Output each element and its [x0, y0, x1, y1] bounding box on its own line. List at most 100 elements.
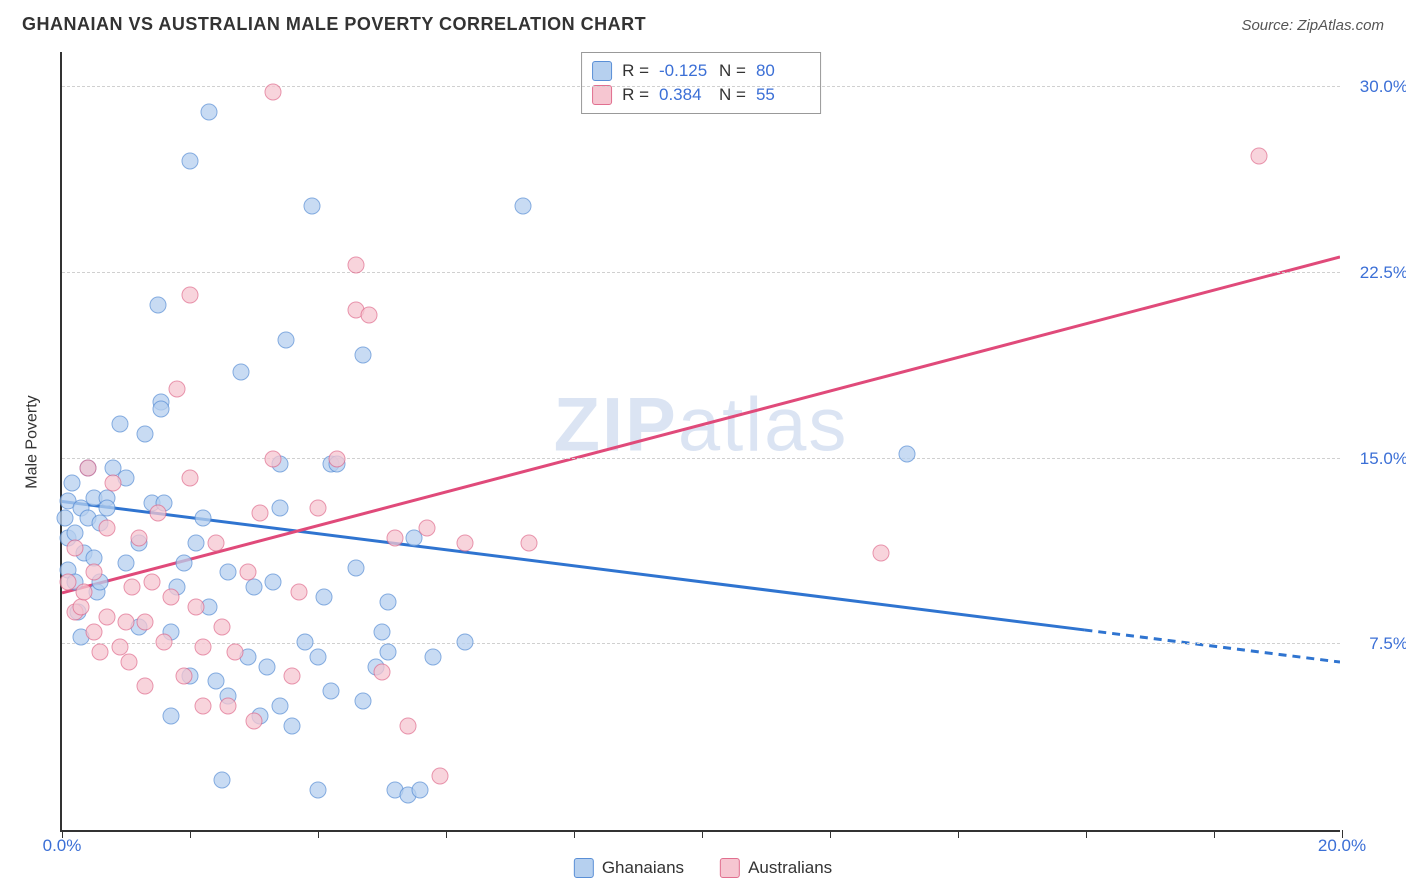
scatter-marker-ghanaians	[514, 198, 531, 215]
scatter-marker-australians	[252, 505, 269, 522]
scatter-marker-ghanaians	[98, 500, 115, 517]
scatter-marker-australians	[73, 599, 90, 616]
swatch-ghanaians	[592, 61, 612, 81]
scatter-marker-australians	[86, 564, 103, 581]
scatter-marker-australians	[86, 623, 103, 640]
scatter-marker-ghanaians	[63, 475, 80, 492]
scatter-marker-australians	[66, 539, 83, 556]
scatter-marker-ghanaians	[188, 534, 205, 551]
scatter-marker-australians	[60, 574, 77, 591]
scatter-marker-australians	[329, 450, 346, 467]
trend-line	[1084, 630, 1340, 662]
scatter-marker-australians	[214, 618, 231, 635]
x-tick-label: 0.0%	[43, 836, 82, 856]
scatter-marker-ghanaians	[310, 782, 327, 799]
scatter-marker-australians	[150, 505, 167, 522]
scatter-marker-australians	[310, 500, 327, 517]
gridline-h	[62, 272, 1340, 273]
scatter-marker-australians	[457, 534, 474, 551]
scatter-marker-ghanaians	[246, 579, 263, 596]
scatter-marker-australians	[207, 534, 224, 551]
y-tick-label: 30.0%	[1348, 77, 1406, 97]
scatter-marker-australians	[182, 470, 199, 487]
scatter-marker-ghanaians	[380, 594, 397, 611]
x-tick	[702, 830, 703, 838]
y-axis-label: Male Poverty	[24, 395, 42, 488]
r-value: -0.125	[659, 59, 709, 83]
scatter-marker-ghanaians	[111, 415, 128, 432]
scatter-marker-ghanaians	[898, 445, 915, 462]
scatter-marker-australians	[374, 663, 391, 680]
scatter-marker-ghanaians	[354, 693, 371, 710]
x-tick	[574, 830, 575, 838]
x-tick	[1086, 830, 1087, 838]
scatter-marker-australians	[79, 460, 96, 477]
watermark-bold: ZIP	[554, 383, 678, 468]
scatter-marker-australians	[118, 614, 135, 631]
r-label: R =	[622, 59, 649, 83]
scatter-marker-ghanaians	[162, 708, 179, 725]
scatter-marker-australians	[220, 698, 237, 715]
chart-title: GHANAIAN VS AUSTRALIAN MALE POVERTY CORR…	[22, 14, 646, 35]
scatter-marker-australians	[284, 668, 301, 685]
y-axis-label-box: Male Poverty	[18, 52, 48, 832]
n-label: N =	[719, 59, 746, 83]
scatter-marker-ghanaians	[153, 401, 170, 418]
series-legend: Ghanaians Australians	[574, 858, 832, 878]
scatter-marker-australians	[188, 599, 205, 616]
legend-item-australians: Australians	[720, 858, 832, 878]
scatter-marker-ghanaians	[271, 500, 288, 517]
scatter-marker-ghanaians	[278, 331, 295, 348]
scatter-marker-australians	[361, 306, 378, 323]
x-tick-label: 20.0%	[1318, 836, 1366, 856]
x-tick	[190, 830, 191, 838]
scatter-marker-australians	[121, 653, 138, 670]
scatter-marker-australians	[92, 643, 109, 660]
scatter-marker-australians	[194, 698, 211, 715]
scatter-marker-ghanaians	[118, 554, 135, 571]
y-tick-label: 22.5%	[1348, 263, 1406, 283]
scatter-marker-australians	[156, 633, 173, 650]
watermark: ZIPatlas	[554, 382, 849, 469]
scatter-marker-ghanaians	[258, 658, 275, 675]
scatter-marker-australians	[98, 519, 115, 536]
legend-label: Australians	[748, 858, 832, 878]
stats-legend: R =-0.125N =80R =0.384N =55	[581, 52, 821, 114]
gridline-h	[62, 86, 1340, 87]
scatter-marker-ghanaians	[284, 718, 301, 735]
scatter-marker-australians	[246, 713, 263, 730]
scatter-marker-ghanaians	[310, 648, 327, 665]
scatter-marker-ghanaians	[380, 643, 397, 660]
scatter-marker-australians	[194, 638, 211, 655]
title-bar: GHANAIAN VS AUSTRALIAN MALE POVERTY CORR…	[22, 14, 1384, 35]
source-label: Source: ZipAtlas.com	[1241, 17, 1384, 34]
scatter-marker-australians	[162, 589, 179, 606]
scatter-marker-australians	[175, 668, 192, 685]
scatter-marker-ghanaians	[207, 673, 224, 690]
scatter-marker-ghanaians	[316, 589, 333, 606]
scatter-marker-australians	[130, 529, 147, 546]
swatch-australians	[592, 85, 612, 105]
scatter-marker-australians	[265, 450, 282, 467]
scatter-marker-australians	[137, 678, 154, 695]
scatter-marker-australians	[226, 643, 243, 660]
scatter-marker-ghanaians	[175, 554, 192, 571]
scatter-marker-australians	[105, 475, 122, 492]
scatter-marker-australians	[399, 718, 416, 735]
scatter-marker-australians	[290, 584, 307, 601]
scatter-marker-ghanaians	[194, 510, 211, 527]
scatter-marker-australians	[348, 257, 365, 274]
gridline-h	[62, 458, 1340, 459]
scatter-marker-ghanaians	[214, 772, 231, 789]
scatter-marker-ghanaians	[137, 425, 154, 442]
x-tick	[830, 830, 831, 838]
trend-line	[62, 257, 1340, 593]
scatter-marker-australians	[431, 767, 448, 784]
scatter-marker-australians	[169, 381, 186, 398]
scatter-marker-ghanaians	[425, 648, 442, 665]
legend-label: Ghanaians	[602, 858, 684, 878]
y-tick-label: 15.0%	[1348, 449, 1406, 469]
x-tick	[318, 830, 319, 838]
scatter-marker-australians	[182, 287, 199, 304]
scatter-marker-australians	[873, 544, 890, 561]
